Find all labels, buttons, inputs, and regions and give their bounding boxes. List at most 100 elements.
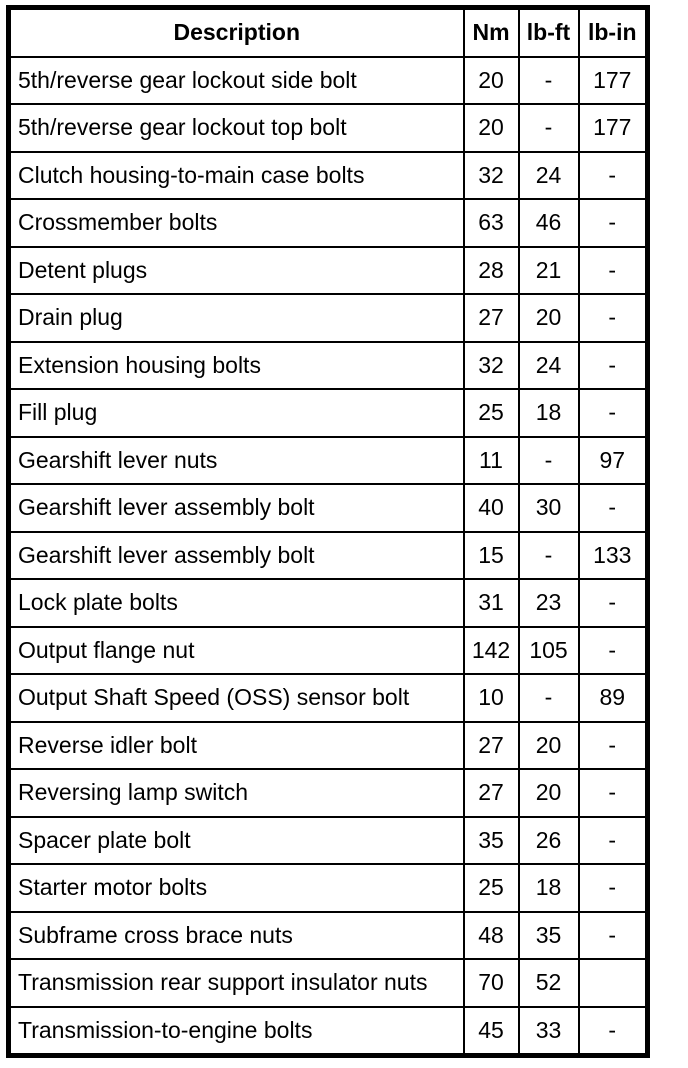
- description-cell: Starter motor bolts: [7, 863, 465, 913]
- description-cell: Fill plug: [7, 388, 465, 438]
- description-cell: Subframe cross brace nuts: [7, 910, 465, 960]
- table-body: 5th/reverse gear lockout side bolt 20-177…: [7, 55, 649, 1057]
- table-row: Transmission-to-engine bolts 45 33-: [7, 1005, 649, 1057]
- table-row: Gearshift lever assembly bolt 15-133: [7, 530, 649, 580]
- table-row: Extension housing bolts 32 24-: [7, 340, 649, 390]
- value-cell: 20: [462, 103, 520, 153]
- table-row: Fill plug 25 18-: [7, 388, 649, 438]
- value-cell: 24: [517, 340, 580, 390]
- value-cell: -: [577, 245, 649, 295]
- description-cell: 5th/reverse gear lockout top bolt: [7, 103, 465, 153]
- description-cell: Reverse idler bolt: [7, 720, 465, 770]
- table-row: Crossmember bolts 63 46-: [7, 198, 649, 248]
- value-cell: -: [577, 388, 649, 438]
- value-cell: 25: [462, 388, 520, 438]
- description-cell: Clutch housing-to-main case bolts: [7, 150, 465, 200]
- value-cell: 31: [462, 578, 520, 628]
- value-cell: 25: [462, 863, 520, 913]
- description-cell: Detent plugs: [7, 245, 465, 295]
- torque-spec-table-wrap: Description Nm lb-ft lb-in 5th/reverse g…: [6, 5, 650, 1058]
- description-cell: Output flange nut: [7, 625, 465, 675]
- value-cell: 26: [517, 815, 580, 865]
- value-cell: 11: [462, 435, 520, 485]
- value-cell: -: [577, 768, 649, 818]
- col-header-description: Description: [7, 6, 465, 58]
- value-cell: 18: [517, 388, 580, 438]
- value-cell: 20: [517, 720, 580, 770]
- description-cell: Gearshift lever nuts: [7, 435, 465, 485]
- value-cell: -: [577, 150, 649, 200]
- description-cell: Reversing lamp switch: [7, 768, 465, 818]
- value-cell: 18: [517, 863, 580, 913]
- value-cell: 35: [462, 815, 520, 865]
- value-cell: 45: [462, 1005, 520, 1057]
- value-cell: 63: [462, 198, 520, 248]
- value-cell: [577, 958, 649, 1008]
- value-cell: 27: [462, 720, 520, 770]
- value-cell: -: [517, 103, 580, 153]
- value-cell: -: [517, 673, 580, 723]
- table-row: 5th/reverse gear lockout top bolt 20-177: [7, 103, 649, 153]
- col-header-lb-in: lb-in: [577, 6, 649, 58]
- value-cell: 27: [462, 293, 520, 343]
- value-cell: 89: [577, 673, 649, 723]
- table-row: Gearshift lever nuts 11-97: [7, 435, 649, 485]
- value-cell: -: [577, 720, 649, 770]
- value-cell: 20: [462, 55, 520, 105]
- value-cell: 97: [577, 435, 649, 485]
- value-cell: 133: [577, 530, 649, 580]
- table-row: Detent plugs 28 21-: [7, 245, 649, 295]
- value-cell: 40: [462, 483, 520, 533]
- value-cell: 105: [517, 625, 580, 675]
- value-cell: -: [577, 293, 649, 343]
- value-cell: 46: [517, 198, 580, 248]
- value-cell: 23: [517, 578, 580, 628]
- header-row: Description Nm lb-ft lb-in: [7, 6, 649, 58]
- value-cell: 177: [577, 103, 649, 153]
- value-cell: -: [577, 815, 649, 865]
- description-cell: Drain plug: [7, 293, 465, 343]
- table-row: 5th/reverse gear lockout side bolt 20-177: [7, 55, 649, 105]
- table-row: Reversing lamp switch 27 20-: [7, 768, 649, 818]
- value-cell: -: [517, 530, 580, 580]
- table-row: Output flange nut 142 105-: [7, 625, 649, 675]
- value-cell: -: [577, 198, 649, 248]
- value-cell: 70: [462, 958, 520, 1008]
- value-cell: -: [577, 863, 649, 913]
- col-header-lb-ft: lb-ft: [517, 6, 580, 58]
- torque-spec-table: Description Nm lb-ft lb-in 5th/reverse g…: [6, 5, 650, 1058]
- value-cell: 24: [517, 150, 580, 200]
- table-row: Transmission rear support insulator nuts…: [7, 958, 649, 1008]
- value-cell: -: [517, 55, 580, 105]
- description-cell: Transmission-to-engine bolts: [7, 1005, 465, 1057]
- value-cell: -: [577, 483, 649, 533]
- value-cell: -: [517, 435, 580, 485]
- description-cell: Extension housing bolts: [7, 340, 465, 390]
- description-cell: Gearshift lever assembly bolt: [7, 483, 465, 533]
- description-cell: Output Shaft Speed (OSS) sensor bolt: [7, 673, 465, 723]
- value-cell: -: [577, 340, 649, 390]
- description-cell: Crossmember bolts: [7, 198, 465, 248]
- value-cell: 32: [462, 150, 520, 200]
- value-cell: 35: [517, 910, 580, 960]
- value-cell: 33: [517, 1005, 580, 1057]
- description-cell: Gearshift lever assembly bolt: [7, 530, 465, 580]
- value-cell: 20: [517, 768, 580, 818]
- description-cell: Transmission rear support insulator nuts: [7, 958, 465, 1008]
- value-cell: 27: [462, 768, 520, 818]
- value-cell: 142: [462, 625, 520, 675]
- description-cell: Spacer plate bolt: [7, 815, 465, 865]
- value-cell: 30: [517, 483, 580, 533]
- value-cell: 32: [462, 340, 520, 390]
- table-row: Reverse idler bolt 27 20-: [7, 720, 649, 770]
- table-row: Output Shaft Speed (OSS) sensor bolt 10-8…: [7, 673, 649, 723]
- table-row: Drain plug 27 20-: [7, 293, 649, 343]
- table-row: Spacer plate bolt 35 26-: [7, 815, 649, 865]
- value-cell: 52: [517, 958, 580, 1008]
- value-cell: 28: [462, 245, 520, 295]
- value-cell: 20: [517, 293, 580, 343]
- table-row: Lock plate bolts 31 23-: [7, 578, 649, 628]
- value-cell: 48: [462, 910, 520, 960]
- value-cell: 21: [517, 245, 580, 295]
- table-row: Clutch housing-to-main case bolts 32 24-: [7, 150, 649, 200]
